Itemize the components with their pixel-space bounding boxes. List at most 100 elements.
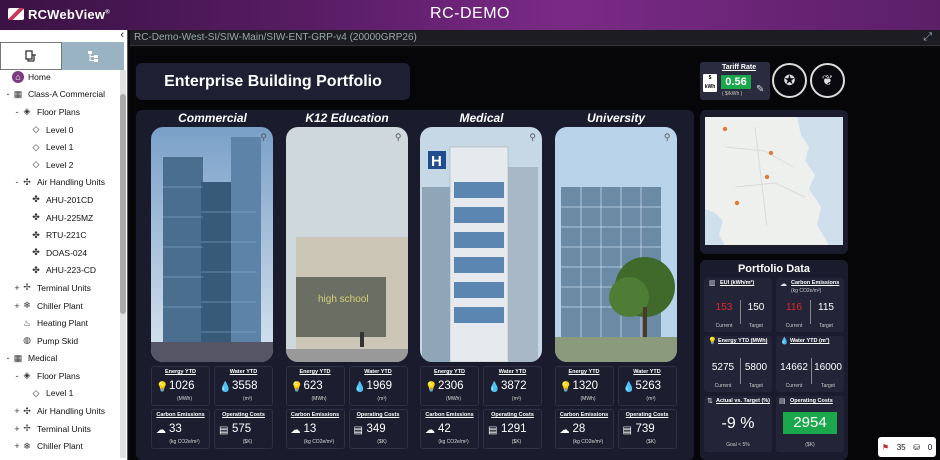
building-photo[interactable]: ⚲ bbox=[151, 127, 273, 362]
water-tile: Water YTD 💧 3558 (m³) bbox=[214, 366, 273, 406]
collapse-sidebar-button[interactable]: ‹ bbox=[120, 29, 124, 41]
divider bbox=[811, 358, 812, 384]
sidebar-tree-item[interactable]: ✤ RTU-221C bbox=[0, 226, 120, 244]
carbon-tile: Carbon Emissions ☁ 42 (kg CO2e/m²) bbox=[420, 409, 479, 449]
expand-toggle-icon[interactable]: + bbox=[14, 282, 20, 293]
sidebar-tree-item[interactable]: - ▦ Class-A Commercial bbox=[0, 86, 120, 104]
portfolio-data-title: Portfolio Data bbox=[737, 263, 811, 275]
cloud-co2-icon: ☁ bbox=[780, 281, 787, 288]
sidebar-tree-label: Terminal Units bbox=[37, 282, 91, 293]
tile-value: 739 bbox=[635, 423, 655, 435]
expand-toggle-icon[interactable]: + bbox=[14, 406, 20, 417]
scrollbar-thumb[interactable] bbox=[120, 94, 126, 314]
sidebar-tree-item[interactable]: ✤ AHU-223-CD bbox=[0, 262, 120, 280]
collapse-toggle-icon[interactable]: - bbox=[15, 177, 19, 188]
location-icon[interactable]: ⚲ bbox=[394, 132, 402, 142]
sidebar-tree-label: Pump Skid bbox=[37, 335, 79, 346]
location-icon[interactable]: ⚲ bbox=[260, 132, 267, 142]
collapse-toggle-icon[interactable]: - bbox=[6, 353, 10, 364]
collapse-toggle-icon[interactable]: - bbox=[15, 106, 19, 117]
location-icon[interactable]: ⚲ bbox=[529, 132, 536, 142]
collapse-toggle-icon[interactable]: - bbox=[6, 89, 10, 100]
energy-tile: Energy YTD 💡 1320 (MWh) bbox=[554, 366, 614, 406]
water-drop-icon: 💧 bbox=[488, 382, 501, 393]
water-tile: Water YTD 💧 3872 (m³) bbox=[483, 366, 542, 406]
location-icon[interactable]: ⚲ bbox=[663, 132, 671, 142]
energy-target: 5800 bbox=[744, 362, 768, 373]
building-name: Commercial bbox=[178, 111, 247, 125]
sidebar-tree-item[interactable]: + ✢ Terminal Units bbox=[0, 420, 120, 438]
app-logo: RCWebView® bbox=[8, 7, 110, 22]
fullscreen-icon[interactable]: ⤢ bbox=[923, 31, 932, 43]
sidebar-tree-item[interactable]: ◍ Pump Skid bbox=[0, 332, 120, 350]
tab-buildings[interactable] bbox=[0, 42, 62, 70]
sidebar-tree-item[interactable]: - ◈ Floor Plans bbox=[0, 367, 120, 385]
costs-tile: Operating Costs ▤ 1291 ($K) bbox=[483, 409, 542, 449]
floor-level-icon: ◇ bbox=[32, 159, 40, 170]
navigation-tree: ⌂ Home - ▦ Class-A Commercial - ◈ Floor Plans ◇ L… bbox=[0, 68, 120, 460]
alarm-flag-icon: ⚑ bbox=[881, 442, 890, 452]
sidebar-tree-label: AHU-225MZ bbox=[46, 212, 94, 223]
top-bar: RCWebView® RC-DEMO bbox=[0, 0, 940, 30]
tile-value: 28 bbox=[572, 423, 586, 435]
document-icon: ▤ bbox=[353, 425, 363, 436]
org-tree-icon bbox=[88, 51, 98, 62]
water-drop-icon: 💧 bbox=[353, 382, 366, 393]
map-pin-icon bbox=[768, 150, 774, 156]
building-photo[interactable]: ⚲ bbox=[554, 127, 677, 362]
sidebar-tree-item[interactable]: + ✣ Air Handling Units bbox=[0, 402, 120, 420]
leed-seal-icon: ❦ bbox=[810, 63, 845, 98]
sidebar-tree-item[interactable]: ◇ Level 1 bbox=[0, 138, 120, 156]
map-pin-icon bbox=[764, 174, 770, 180]
tile-unit: (m³) bbox=[377, 396, 387, 402]
portfolio-map[interactable] bbox=[705, 117, 843, 245]
sidebar-tree-item[interactable]: + ❄ Chiller Plant bbox=[0, 297, 120, 315]
floor-level-icon: ◇ bbox=[32, 387, 40, 398]
tile-unit: (kg CO2e/m²) bbox=[438, 439, 469, 445]
sidebar-tabs bbox=[0, 42, 128, 70]
building-tree-icon bbox=[25, 50, 36, 62]
sidebar-tree-item[interactable]: ✤ AHU-201CD bbox=[0, 191, 120, 209]
sidebar-tree-item[interactable]: ✤ AHU-225MZ bbox=[0, 209, 120, 227]
building-name: K12 Education bbox=[305, 111, 389, 125]
target-label: Target bbox=[749, 323, 763, 329]
sidebar-tree-item[interactable]: - ▦ Medical bbox=[0, 350, 120, 368]
carbon-tile: Carbon Emissions ☁ 28 (kg CO2e/m²) bbox=[554, 409, 614, 449]
sidebar-tree-item[interactable]: ◇ Level 0 bbox=[0, 121, 120, 139]
sidebar-tree-item[interactable]: - ✣ Air Handling Units bbox=[0, 174, 120, 192]
energy-tile: Energy YTD 💡 1026 (MWh) bbox=[151, 366, 210, 406]
other-count: 0 bbox=[927, 442, 933, 452]
sidebar-scrollbar[interactable] bbox=[120, 70, 126, 458]
fan-icon: ✤ bbox=[32, 247, 40, 258]
sidebar-tree-item[interactable]: - ◈ Floor Plans bbox=[0, 103, 120, 121]
expand-toggle-icon[interactable]: + bbox=[14, 423, 20, 434]
sidebar-tree-item[interactable]: ♨ Heating Plant bbox=[0, 314, 120, 332]
sidebar-tree-item[interactable]: + ❄ Chiller Plant bbox=[0, 437, 120, 455]
floor-level-icon: ◇ bbox=[32, 141, 40, 152]
expand-toggle-icon[interactable]: + bbox=[14, 300, 20, 311]
sidebar-tree-label: Heating Plant bbox=[37, 318, 89, 329]
sidebar-tree-item[interactable]: ✤ DOAS-024 bbox=[0, 244, 120, 262]
path-bar: RC-Demo-West-SI/SIW-Main/SIW-ENT-GRP-v4 … bbox=[130, 30, 940, 46]
cloud-co2-icon: ☁ bbox=[559, 425, 570, 436]
sidebar-tree-label: Level 1 bbox=[46, 142, 74, 153]
edit-pencil-icon[interactable]: ✎ bbox=[756, 84, 765, 95]
tile-label: Carbon Emissions bbox=[290, 412, 340, 418]
expand-toggle-icon[interactable]: + bbox=[14, 441, 20, 452]
sidebar-tree-item[interactable]: + ✢ Terminal Units bbox=[0, 279, 120, 297]
goal-label: Goal < 5% bbox=[726, 442, 750, 448]
tab-hierarchy[interactable] bbox=[62, 42, 124, 70]
rc-logo-icon bbox=[8, 8, 24, 20]
sidebar-tree-item[interactable]: ◇ Level 2 bbox=[0, 156, 120, 174]
sidebar-tree-item[interactable]: ◇ Level 1 bbox=[0, 385, 120, 403]
tile-label: Operating Costs bbox=[491, 412, 534, 418]
building-photo[interactable]: high school ⚲ bbox=[285, 127, 408, 362]
tile-value: 1969 bbox=[366, 380, 393, 392]
collapse-toggle-icon[interactable]: - bbox=[15, 370, 19, 381]
tile-value: 349 bbox=[366, 423, 386, 435]
status-indicator[interactable]: ⚑ 35 ⛁ 0 bbox=[878, 437, 936, 457]
costs-tile: Operating Costs ▤ 739 ($K) bbox=[617, 409, 677, 449]
sidebar-tree-item[interactable]: ⌂ Home bbox=[0, 68, 120, 86]
tile-unit: (m³) bbox=[242, 396, 253, 402]
building-photo[interactable]: H ⚲ bbox=[420, 127, 542, 362]
